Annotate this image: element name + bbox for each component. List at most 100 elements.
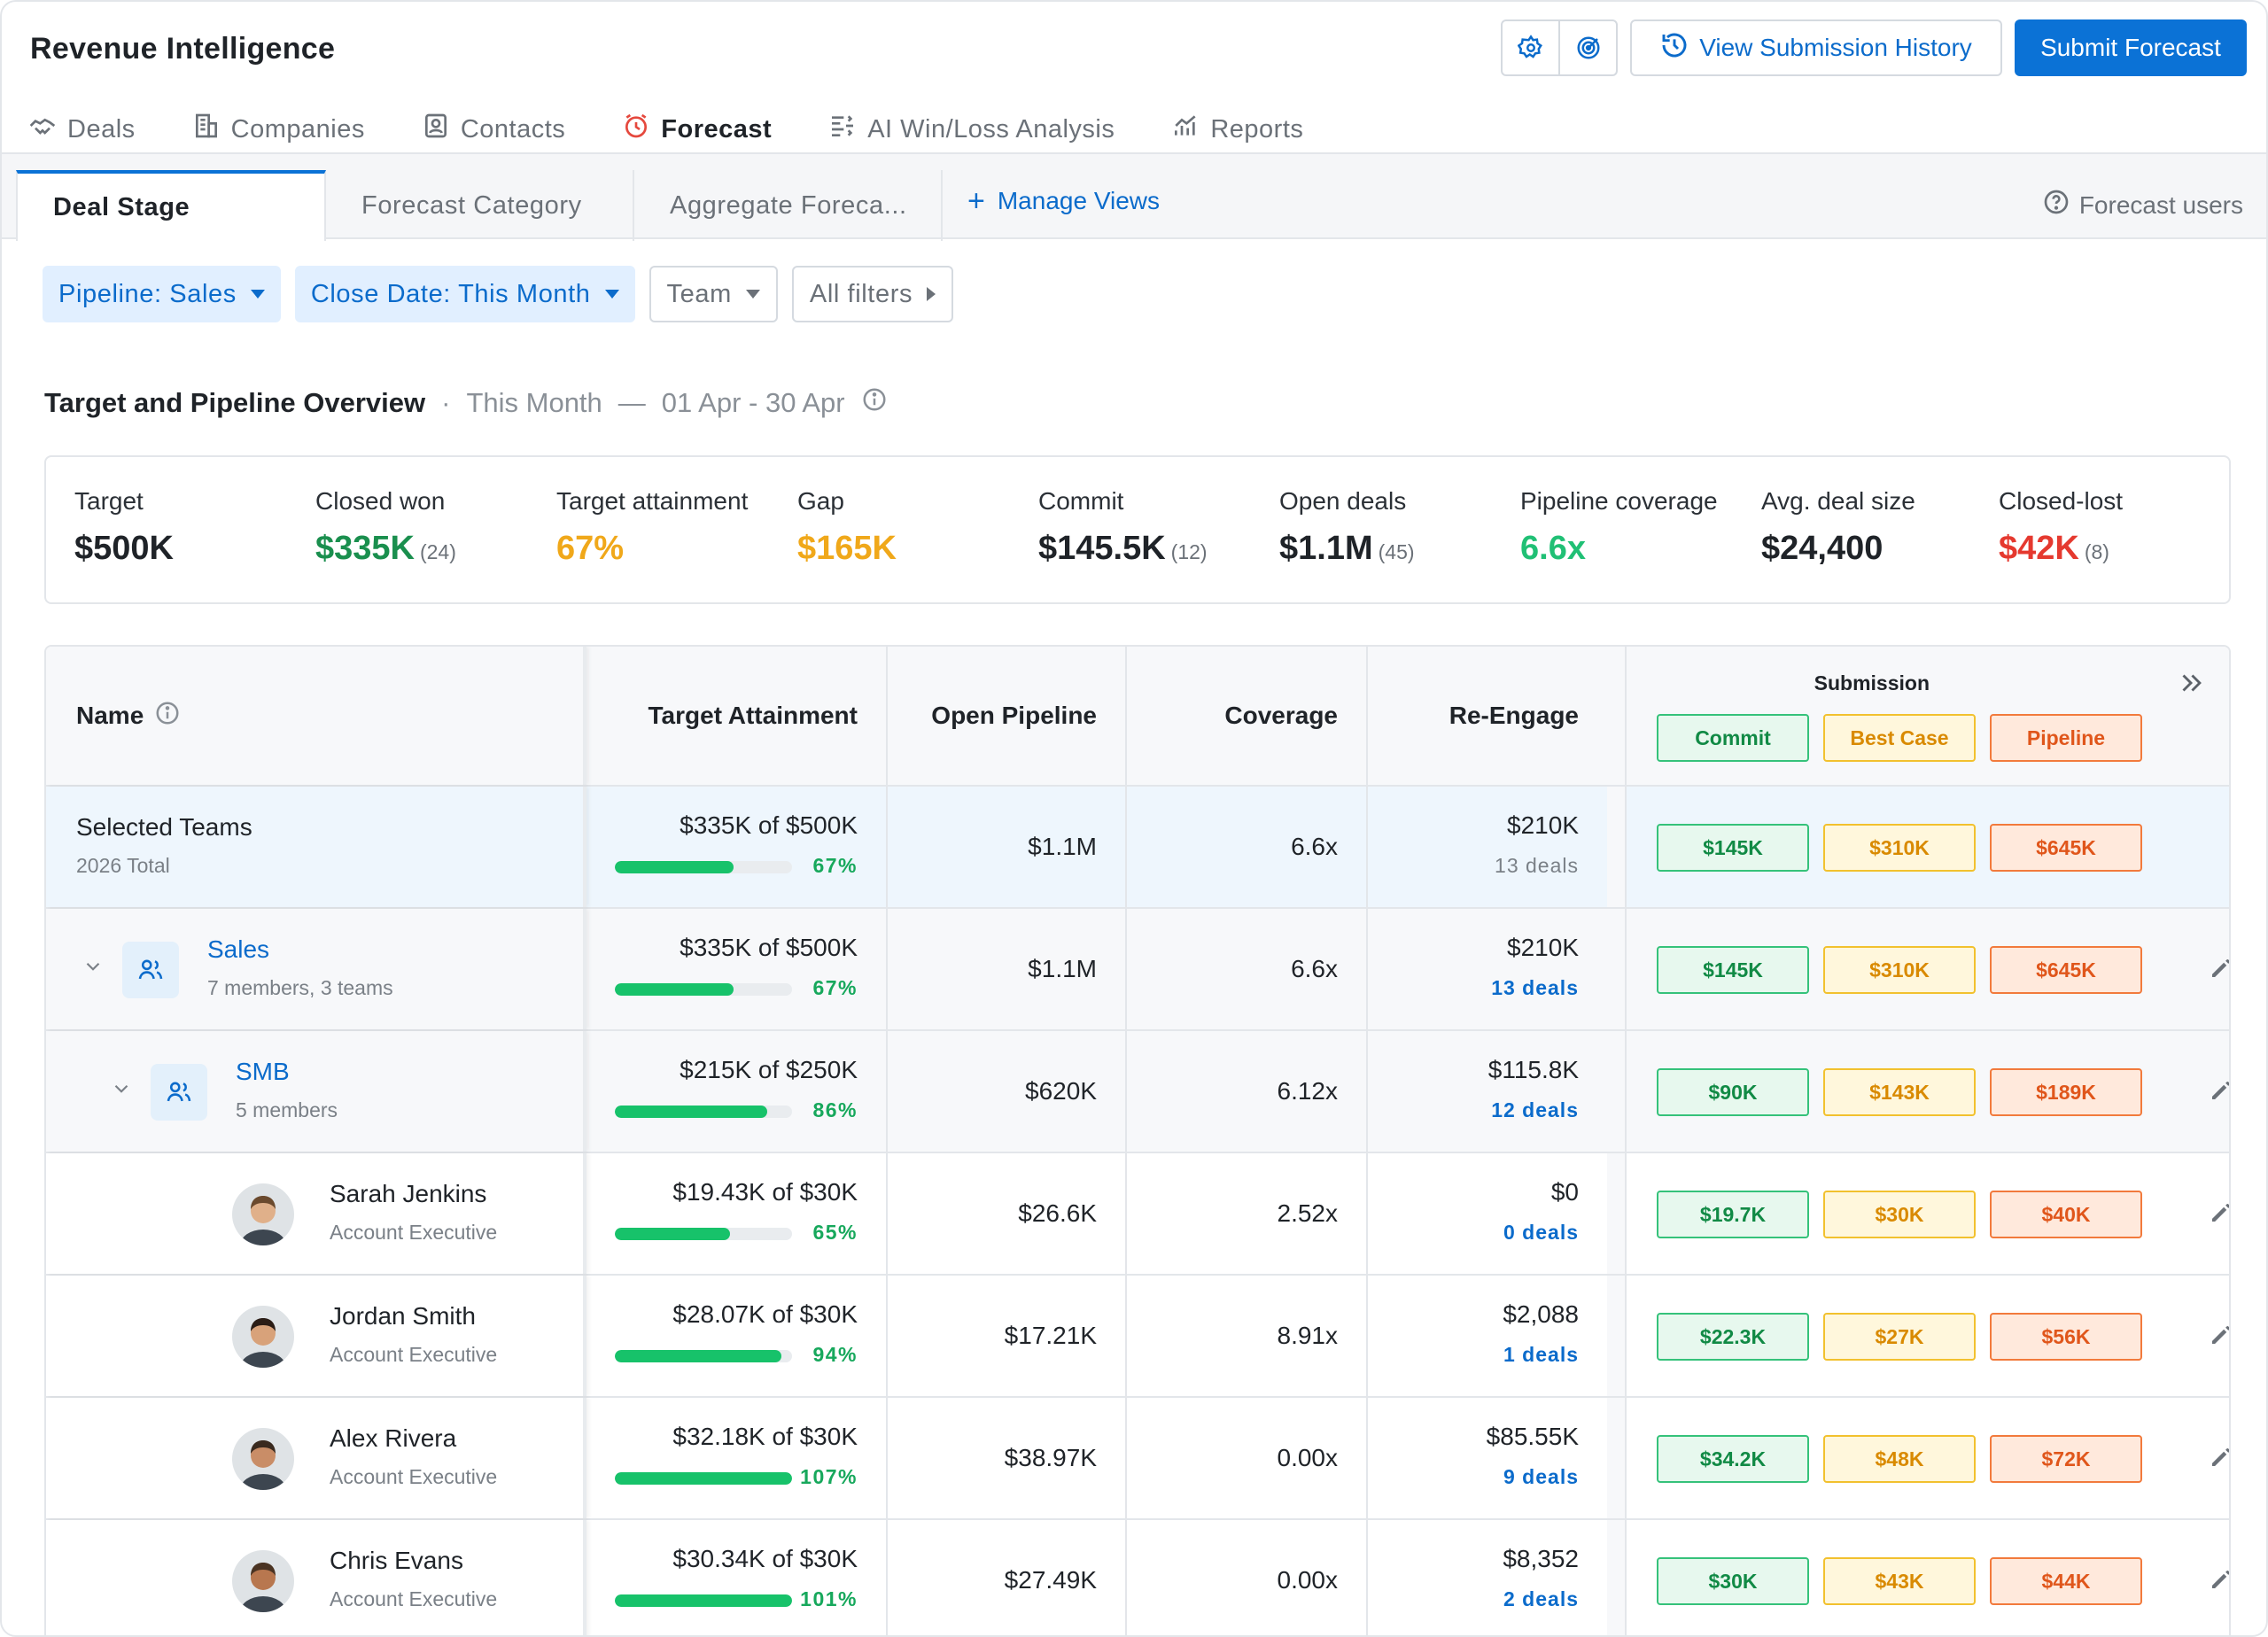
open-pipeline-header[interactable]: Open Pipeline	[886, 647, 1125, 785]
deals-count-link[interactable]: 1 deals	[1503, 1343, 1579, 1366]
table-row[interactable]: Sales 7 members, 3 teams $335K of $500K 67%…	[46, 909, 2229, 1031]
table-row[interactable]: SMB 5 members $215K of $250K 86% $620K 6.12x $…	[46, 1031, 2229, 1153]
person-name[interactable]: Sarah Jenkins	[330, 1180, 487, 1207]
target-attainment-value: $28.07K of $30K	[672, 1300, 858, 1328]
pipeline-value-pill[interactable]: $44K	[1990, 1557, 2142, 1605]
view-submission-history-button[interactable]: View Submission History	[1630, 19, 2002, 76]
edit-pencil-icon[interactable]	[2208, 955, 2229, 986]
target-attainment-header[interactable]: Target Attainment	[648, 702, 858, 729]
attainment-percent: 101%	[800, 1587, 858, 1610]
close-date-filter[interactable]: Close Date: This Month	[294, 266, 635, 322]
column-gap	[1607, 647, 1625, 785]
best-case-value-pill[interactable]: $310K	[1823, 824, 1976, 872]
pipeline-filter[interactable]: Pipeline: Sales	[43, 266, 281, 322]
pipeline-value-pill[interactable]: $645K	[1990, 824, 2142, 872]
table-row[interactable]: Alex Rivera Account Executive $32.18K of $…	[46, 1398, 2229, 1520]
edit-pencil-icon[interactable]	[2208, 1566, 2229, 1597]
edit-pencil-icon[interactable]	[2208, 1322, 2229, 1353]
pipeline-value-pill[interactable]: $645K	[1990, 946, 2142, 994]
coverage-cell: 0.00x	[1125, 1520, 1366, 1635]
info-icon[interactable]	[861, 386, 888, 420]
column-gap	[1607, 1398, 1625, 1518]
table-row[interactable]: Jordan Smith Account Executive $28.07K of …	[46, 1276, 2229, 1398]
nav-item-ai-win-loss[interactable]: AI Win/Loss Analysis	[828, 105, 1115, 154]
re-engage-cell: $8,352 2 deals	[1366, 1520, 1607, 1635]
best-case-value-pill[interactable]: $30K	[1823, 1191, 1976, 1238]
table-row[interactable]: Selected Teams 2026 Total $335K of $500K 67…	[46, 787, 2229, 909]
coverage-value: 6.12x	[1277, 1077, 1339, 1105]
open-pipeline-value: $1.1M	[1028, 833, 1097, 860]
pipeline-value-pill[interactable]: $56K	[1990, 1313, 2142, 1361]
chevron-down-icon[interactable]	[110, 1077, 133, 1105]
tab-aggregate-forecast[interactable]: Aggregate Foreca...	[634, 170, 943, 241]
team-filter[interactable]: Team	[649, 266, 778, 322]
commit-value-pill[interactable]: $145K	[1657, 824, 1809, 872]
open-pipeline-value: $620K	[1025, 1077, 1097, 1105]
person-role: Account Executive	[330, 1221, 498, 1244]
row-name[interactable]: SMB	[236, 1058, 290, 1085]
best-case-header-pill[interactable]: Best Case	[1823, 714, 1976, 762]
best-case-value-pill[interactable]: $43K	[1823, 1557, 1976, 1605]
person-name[interactable]: Chris Evans	[330, 1547, 463, 1574]
commit-value-pill[interactable]: $30K	[1657, 1557, 1809, 1605]
attainment-progress-fill	[615, 983, 734, 996]
table-row[interactable]: Chris Evans Account Executive $30.34K of $…	[46, 1520, 2229, 1635]
target-icon[interactable]	[1558, 21, 1616, 74]
column-gap	[1607, 1031, 1625, 1152]
pipeline-header-pill[interactable]: Pipeline	[1990, 714, 2142, 762]
manage-views-button[interactable]: + Manage Views	[967, 184, 1161, 218]
best-case-value-pill[interactable]: $48K	[1823, 1435, 1976, 1483]
settings-gear-icon[interactable]	[1503, 21, 1558, 74]
best-case-value-pill[interactable]: $27K	[1823, 1313, 1976, 1361]
deals-count-link[interactable]: 9 deals	[1503, 1465, 1579, 1488]
expand-columns-icon[interactable]	[2176, 668, 2206, 702]
commit-header-pill[interactable]: Commit	[1657, 714, 1809, 762]
deals-count-link[interactable]: 13 deals	[1491, 976, 1579, 999]
pipeline-value-pill[interactable]: $40K	[1990, 1191, 2142, 1238]
pipeline-value-pill[interactable]: $72K	[1990, 1435, 2142, 1483]
view-submission-history-label: View Submission History	[1699, 34, 1972, 61]
avatar	[232, 1306, 294, 1368]
deals-count-link[interactable]: 12 deals	[1491, 1098, 1579, 1121]
all-filters-button[interactable]: All filters	[791, 266, 954, 322]
column-gap	[1607, 1153, 1625, 1274]
table-row[interactable]: Sarah Jenkins Account Executive $19.43K of…	[46, 1153, 2229, 1276]
forecast-users-link[interactable]: Forecast users	[2042, 188, 2243, 222]
tab-forecast-category[interactable]: Forecast Category	[326, 170, 634, 241]
row-name[interactable]: Sales	[207, 935, 270, 963]
chevron-down-icon[interactable]	[82, 955, 105, 982]
target-attainment-cell: $30.34K of $30K 101%	[586, 1520, 886, 1635]
edit-pencil-icon[interactable]	[2208, 1444, 2229, 1475]
edit-pencil-icon[interactable]	[2208, 1199, 2229, 1230]
commit-value-pill[interactable]: $22.3K	[1657, 1313, 1809, 1361]
person-name[interactable]: Jordan Smith	[330, 1302, 476, 1330]
nav-item-deals[interactable]: Deals	[28, 105, 136, 154]
pipeline-value-pill[interactable]: $189K	[1990, 1068, 2142, 1116]
commit-value-pill[interactable]: $90K	[1657, 1068, 1809, 1116]
open-pipeline-cell: $620K	[886, 1031, 1125, 1152]
coverage-header[interactable]: Coverage	[1125, 647, 1366, 785]
coverage-value: 0.00x	[1277, 1566, 1339, 1594]
commit-value-pill[interactable]: $145K	[1657, 946, 1809, 994]
commit-value-pill[interactable]: $34.2K	[1657, 1435, 1809, 1483]
best-case-value-pill[interactable]: $143K	[1823, 1068, 1976, 1116]
name-column-header[interactable]: Name	[46, 647, 586, 785]
nav-item-companies[interactable]: Companies	[192, 105, 365, 154]
best-case-value-pill[interactable]: $310K	[1823, 946, 1976, 994]
deals-count-link[interactable]: 2 deals	[1503, 1587, 1579, 1610]
tab-deal-stage[interactable]: Deal Stage	[16, 170, 326, 241]
person-name[interactable]: Alex Rivera	[330, 1424, 457, 1452]
submit-forecast-button[interactable]: Submit Forecast	[2015, 19, 2247, 76]
re-engage-header[interactable]: Re-Engage	[1366, 647, 1607, 785]
deals-count-link[interactable]: 0 deals	[1503, 1221, 1579, 1244]
table-header-row: Name Target Attainment Open Pipeline Cov…	[46, 647, 2229, 787]
commit-value-pill[interactable]: $19.7K	[1657, 1191, 1809, 1238]
coverage-value: 8.91x	[1277, 1322, 1339, 1349]
info-icon[interactable]	[154, 700, 181, 733]
kpi-gap: Gap $165K	[797, 487, 897, 567]
nav-item-contacts[interactable]: Contacts	[422, 105, 565, 154]
open-pipeline-cell: $27.49K	[886, 1520, 1125, 1635]
nav-item-forecast[interactable]: Forecast	[622, 105, 773, 158]
edit-pencil-icon[interactable]	[2208, 1077, 2229, 1108]
nav-item-reports[interactable]: Reports	[1171, 105, 1303, 154]
